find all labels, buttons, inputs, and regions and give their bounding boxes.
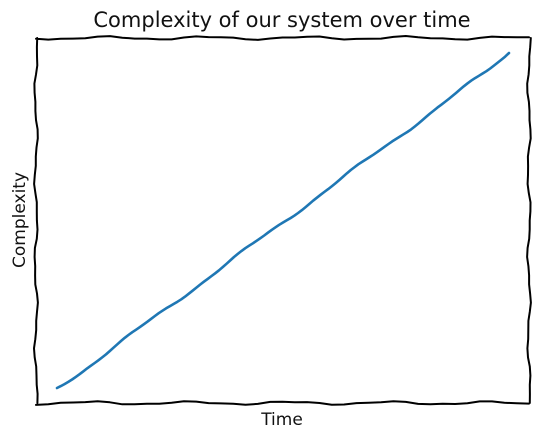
y-axis-label: Complexity: [10, 172, 30, 268]
x-axis-label: Time: [260, 410, 303, 430]
series-line-complexity: [55, 51, 511, 390]
chart-title: Complexity of our system over time: [93, 8, 470, 32]
plot-frame: [33, 35, 532, 406]
